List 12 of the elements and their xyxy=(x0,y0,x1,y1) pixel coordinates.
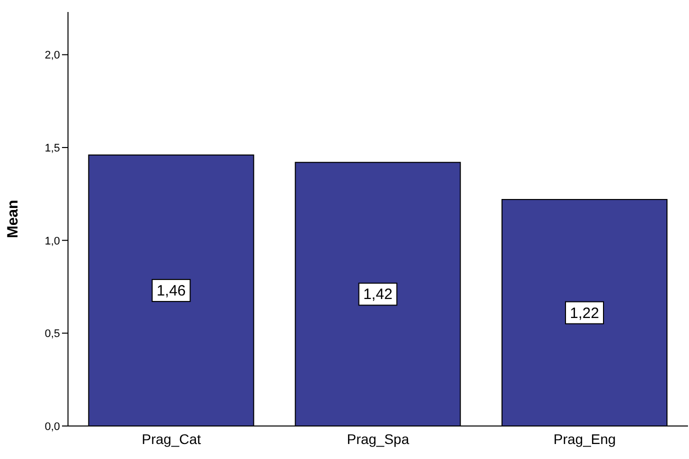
y-tick-label: 2,0 xyxy=(44,50,60,62)
y-tick-label: 1,5 xyxy=(44,142,60,154)
data-label: 1,42 xyxy=(363,286,392,304)
x-tick-label: Prag_Eng xyxy=(554,430,616,447)
y-axis-title: Mean xyxy=(4,200,22,238)
y-tick-label: 0,0 xyxy=(44,420,60,433)
data-label: 1,22 xyxy=(570,304,600,322)
data-label: 1,46 xyxy=(156,282,186,300)
y-tick-label: 1,0 xyxy=(44,235,60,248)
x-tick-label: Prag_Spa xyxy=(346,430,410,447)
y-tick-label: 0,5 xyxy=(44,328,60,340)
x-tick-label: Prag_Cat xyxy=(142,430,202,447)
